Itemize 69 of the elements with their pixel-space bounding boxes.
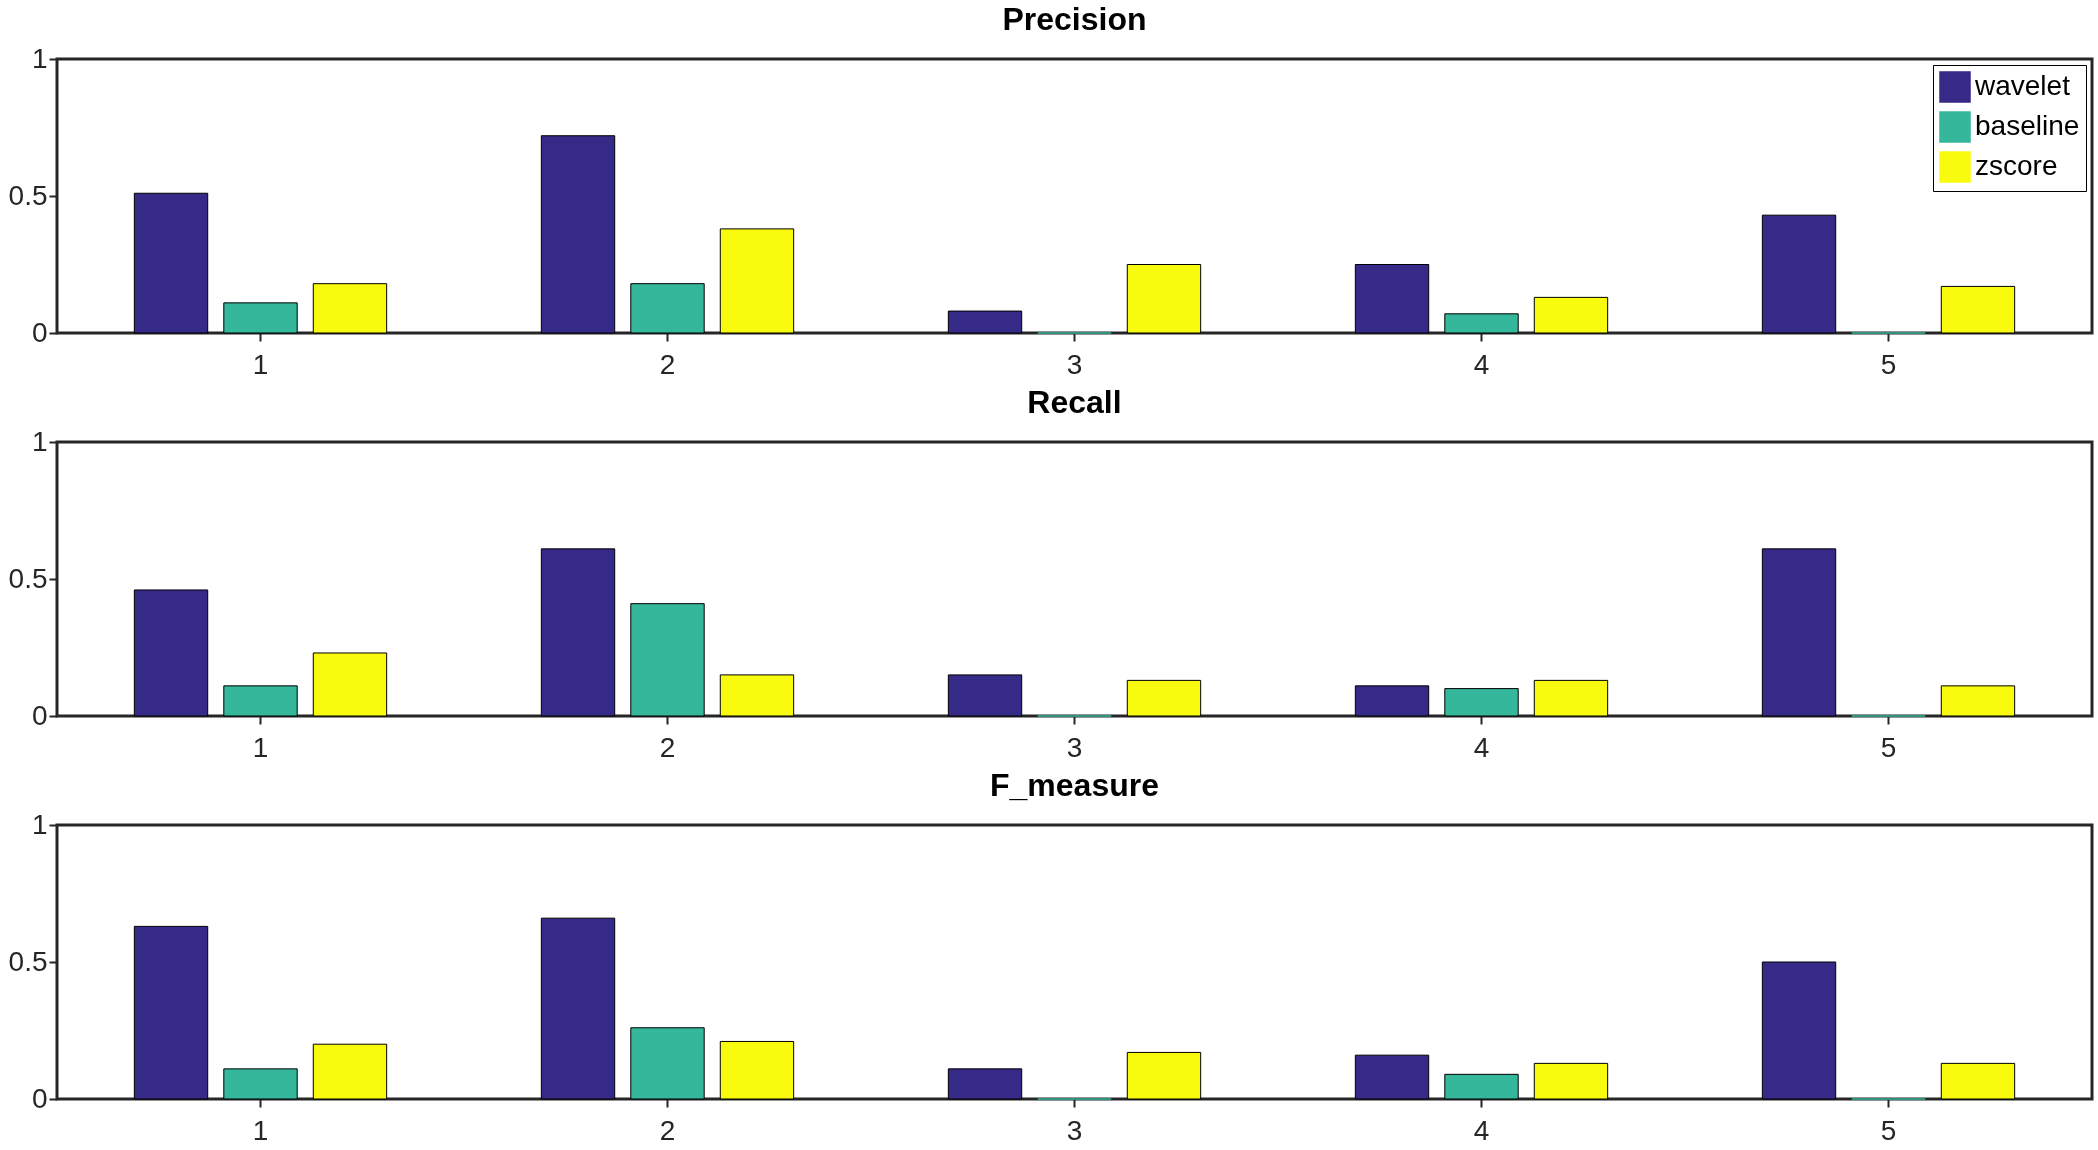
y-tick-label: 1	[31, 42, 48, 74]
bar	[1444, 688, 1519, 717]
y-tick-label: 0	[31, 699, 48, 731]
bar	[630, 603, 705, 717]
bar	[312, 652, 388, 717]
y-tick-label: 0.5	[8, 945, 48, 977]
bar	[1940, 1062, 2016, 1100]
x-tick-label: 4	[1473, 1114, 1490, 1146]
y-tick-label: 1	[31, 425, 48, 457]
x-tick-label: 3	[1066, 731, 1083, 763]
bar	[540, 917, 616, 1100]
bar	[1354, 1054, 1430, 1100]
x-tick-label: 1	[252, 731, 269, 763]
chart-title: F_measure	[990, 767, 1159, 803]
bar	[630, 283, 705, 334]
x-tick-label: 2	[659, 1114, 676, 1146]
y-tick-label: 1	[31, 808, 48, 840]
bar	[719, 228, 795, 334]
bar	[1126, 264, 1202, 334]
bar	[312, 283, 388, 334]
y-tick-label: 0	[31, 316, 48, 348]
bar	[133, 925, 209, 1100]
bar	[719, 1040, 795, 1100]
bar	[1940, 285, 2016, 334]
bar	[540, 548, 616, 717]
x-tick-label: 4	[1473, 348, 1490, 380]
legend-label: baseline	[1975, 110, 2080, 141]
bar	[947, 674, 1023, 717]
bar	[540, 135, 616, 334]
bar	[312, 1043, 388, 1100]
bar	[719, 674, 795, 717]
x-tick-label: 3	[1066, 348, 1083, 380]
bar	[1761, 548, 1837, 717]
bar	[1761, 214, 1837, 334]
chart-title: Precision	[1002, 1, 1147, 37]
chart-title: Recall	[1027, 384, 1122, 420]
bar	[133, 589, 209, 717]
x-tick-label: 5	[1880, 731, 1897, 763]
bar	[947, 310, 1023, 334]
bar	[630, 1027, 705, 1100]
bar	[1354, 685, 1430, 717]
x-tick-label: 5	[1880, 348, 1897, 380]
x-tick-label: 2	[659, 348, 676, 380]
bar	[1761, 961, 1837, 1100]
bar	[1940, 685, 2016, 717]
bar	[1126, 679, 1202, 717]
x-tick-label: 1	[252, 1114, 269, 1146]
bar	[223, 685, 298, 717]
bar	[1533, 296, 1609, 334]
bar	[947, 1068, 1023, 1100]
x-tick-label: 4	[1473, 731, 1490, 763]
legend-label: wavelet	[1974, 70, 2071, 101]
x-tick-label: 1	[252, 348, 269, 380]
y-tick-label: 0.5	[8, 562, 48, 594]
bar	[1533, 1062, 1609, 1100]
bar	[1533, 679, 1609, 717]
y-tick-label: 0.5	[8, 179, 48, 211]
x-tick-label: 5	[1880, 1114, 1897, 1146]
x-tick-label: 3	[1066, 1114, 1083, 1146]
bar	[223, 1068, 298, 1100]
bar	[1126, 1051, 1202, 1100]
bar	[1444, 1073, 1519, 1100]
bar	[223, 302, 298, 334]
bar	[1444, 313, 1519, 334]
legend-label: zscore	[1975, 150, 2058, 181]
x-tick-label: 2	[659, 731, 676, 763]
bar	[133, 192, 209, 334]
y-tick-label: 0	[31, 1082, 48, 1114]
bar	[1354, 264, 1430, 334]
